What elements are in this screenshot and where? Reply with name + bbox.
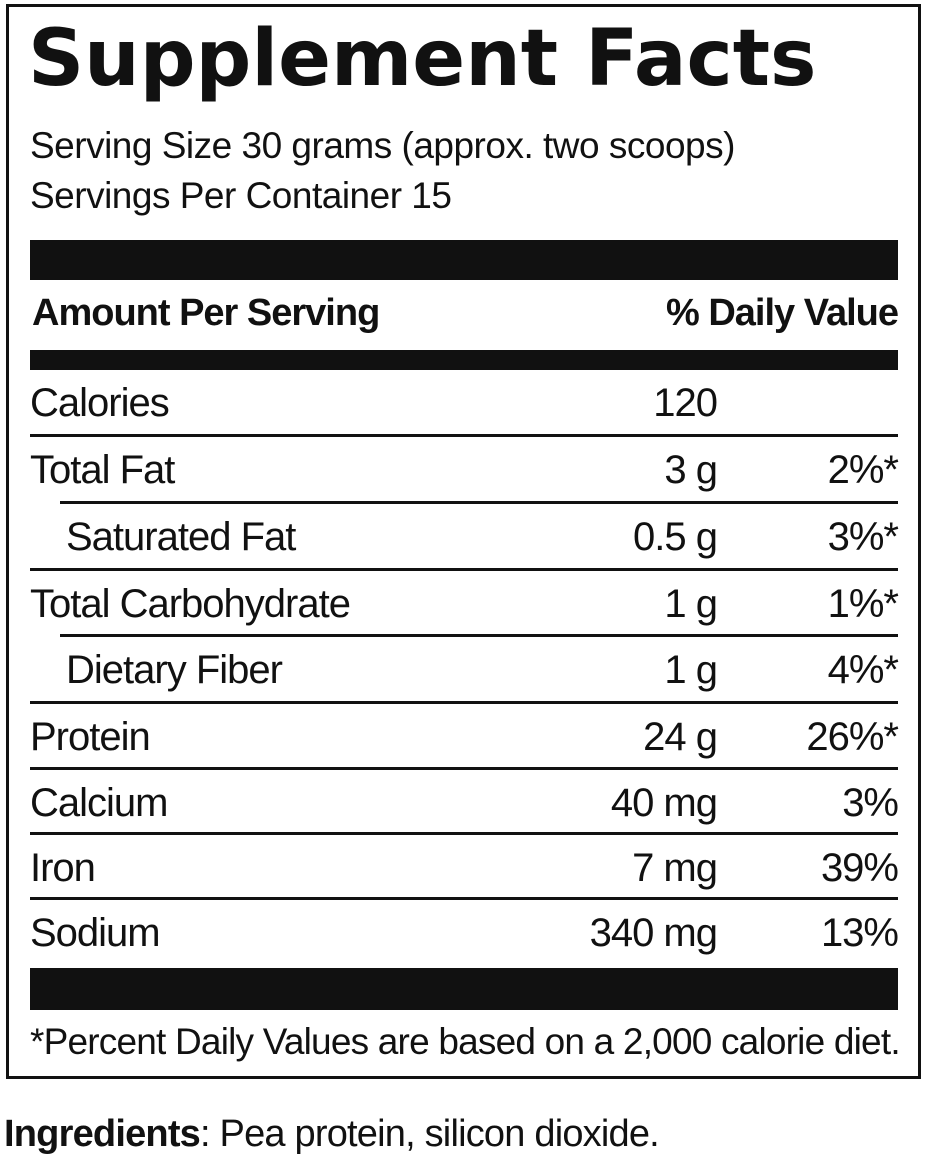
- nutrient-daily-value: 26%*: [806, 715, 899, 759]
- nutrient-row-dietary-fiber: Dietary Fiber 1 g 4%*: [0, 637, 929, 703]
- nutrient-daily-value: 3%*: [827, 515, 899, 559]
- nutrient-name: Total Carbohydrate: [30, 582, 351, 626]
- ingredients-label: Ingredients: [4, 1113, 201, 1155]
- daily-value-footnote: *Percent Daily Values are based on a 2,0…: [30, 1021, 901, 1062]
- row-divider: [30, 568, 898, 571]
- nutrient-amount: 1 g: [664, 582, 718, 626]
- nutrient-daily-value: 4%*: [827, 648, 899, 692]
- nutrient-name: Iron: [30, 846, 96, 890]
- thick-divider-bottom: [30, 968, 898, 1010]
- nutrient-row-calcium: Calcium 40 mg 3%: [0, 770, 929, 836]
- medium-divider: [30, 350, 898, 370]
- nutrient-daily-value: 13%: [820, 911, 899, 955]
- row-divider: [30, 897, 898, 900]
- row-divider: [30, 434, 898, 437]
- row-divider: [30, 832, 898, 835]
- nutrient-amount: 120: [653, 381, 718, 425]
- nutrient-row-protein: Protein 24 g 26%*: [0, 704, 929, 770]
- nutrient-name: Protein: [30, 715, 151, 759]
- nutrient-amount: 7 mg: [632, 846, 718, 890]
- nutrient-amount: 24 g: [643, 715, 718, 759]
- daily-value-header: % Daily Value: [665, 292, 899, 334]
- serving-size: Serving Size 30 grams (approx. two scoop…: [30, 125, 735, 166]
- nutrient-name: Calcium: [30, 781, 168, 825]
- panel-title: Supplement Facts: [28, 14, 817, 104]
- servings-per-container: Servings Per Container 15: [30, 175, 452, 216]
- nutrient-amount: 40 mg: [610, 781, 718, 825]
- nutrient-row-iron: Iron 7 mg 39%: [0, 835, 929, 901]
- nutrient-daily-value: 1%*: [827, 582, 899, 626]
- nutrient-daily-value: 3%: [842, 781, 899, 825]
- nutrient-amount: 340 mg: [589, 911, 718, 955]
- row-divider: [30, 767, 898, 770]
- nutrient-name: Total Fat: [30, 448, 175, 492]
- nutrient-amount: 0.5 g: [633, 515, 718, 559]
- row-divider: [60, 634, 898, 637]
- nutrient-row-total-fat: Total Fat 3 g 2%*: [0, 437, 929, 503]
- nutrient-name: Saturated Fat: [66, 515, 296, 559]
- ingredients-statement: Ingredients: Pea protein, silicon dioxid…: [4, 1110, 660, 1158]
- nutrient-name: Calories: [30, 381, 170, 425]
- nutrient-row-calories: Calories 120: [0, 370, 929, 436]
- nutrient-daily-value: 2%*: [827, 448, 899, 492]
- nutrient-row-total-carbohydrate: Total Carbohydrate 1 g 1%*: [0, 571, 929, 637]
- nutrient-daily-value: 39%: [820, 846, 899, 890]
- amount-per-serving-header: Amount Per Serving: [32, 292, 380, 334]
- thick-divider-top: [30, 240, 898, 280]
- nutrient-amount: 1 g: [664, 648, 718, 692]
- row-divider: [30, 701, 898, 704]
- row-divider: [60, 501, 898, 504]
- nutrient-name: Dietary Fiber: [66, 648, 283, 692]
- nutrient-name: Sodium: [30, 911, 161, 955]
- nutrient-amount: 3 g: [664, 448, 718, 492]
- supplement-facts-panel: [6, 4, 921, 1079]
- nutrient-row-sodium: Sodium 340 mg 13%: [0, 900, 929, 966]
- ingredients-list: : Pea protein, silicon dioxide.: [200, 1113, 660, 1155]
- nutrient-row-saturated-fat: Saturated Fat 0.5 g 3%*: [0, 504, 929, 570]
